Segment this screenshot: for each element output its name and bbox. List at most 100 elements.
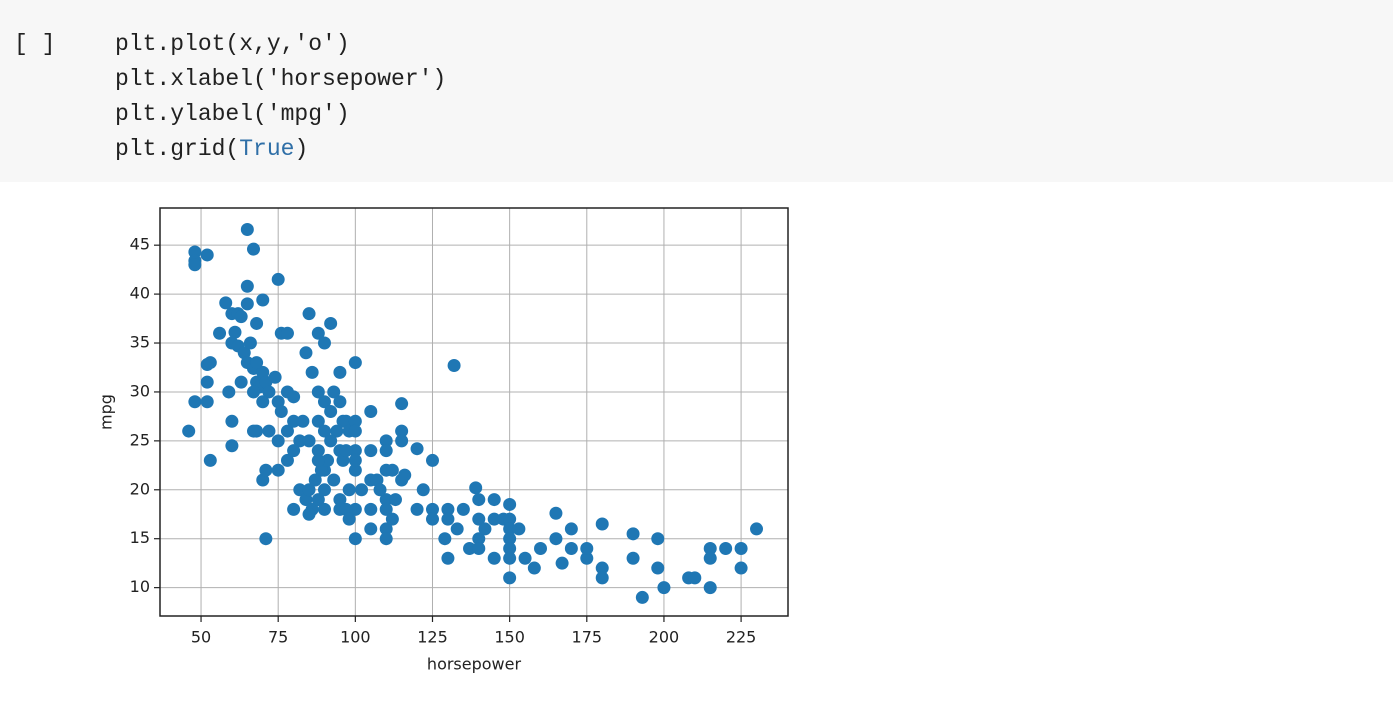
point: [441, 502, 455, 516]
point: [364, 522, 378, 536]
point: [348, 424, 362, 438]
point: [339, 414, 353, 428]
point: [456, 502, 470, 516]
point: [478, 522, 492, 536]
point: [379, 444, 393, 458]
point: [379, 434, 393, 448]
point: [503, 497, 517, 511]
point: [327, 473, 341, 487]
code-line: plt.plot(x,y,'o'): [115, 31, 350, 57]
code-token: plt.xlabel('horsepower'): [115, 66, 446, 92]
point: [240, 279, 254, 293]
point: [271, 434, 285, 448]
point: [324, 434, 338, 448]
point: [750, 522, 764, 536]
point: [657, 581, 671, 595]
point: [472, 512, 486, 526]
point: [333, 365, 347, 379]
point: [228, 325, 242, 339]
point: [299, 493, 313, 507]
point: [182, 424, 196, 438]
point: [549, 532, 563, 546]
point: [447, 359, 461, 373]
point: [719, 541, 733, 555]
point: [280, 424, 294, 438]
code-line: plt.grid(True): [115, 136, 308, 162]
x-tick-label: 225: [726, 628, 757, 647]
point: [302, 507, 316, 521]
point: [580, 541, 594, 555]
point: [651, 561, 665, 575]
point: [203, 356, 217, 370]
point: [518, 551, 532, 565]
point: [259, 532, 273, 546]
x-tick-label: 200: [649, 628, 680, 647]
point: [503, 532, 517, 546]
point: [425, 453, 439, 467]
point: [321, 453, 335, 467]
point: [287, 390, 301, 404]
code-cell: [0, 0, 1393, 182]
point: [503, 512, 517, 526]
point: [200, 375, 214, 389]
point: [247, 385, 261, 399]
point: [256, 365, 270, 379]
point: [703, 581, 717, 595]
point: [271, 463, 285, 477]
point: [339, 502, 353, 516]
point: [395, 397, 409, 411]
point: [651, 532, 665, 546]
point: [348, 532, 362, 546]
point: [450, 522, 464, 536]
point: [379, 532, 393, 546]
point: [293, 434, 307, 448]
point: [469, 481, 483, 495]
point: [317, 483, 331, 497]
point: [311, 385, 325, 399]
point: [203, 453, 217, 467]
point: [317, 424, 331, 438]
point: [410, 502, 424, 516]
code-token: plt.plot(x,y,'o'): [115, 31, 350, 57]
x-tick-label: 50: [191, 628, 211, 647]
point: [262, 385, 276, 399]
point: [308, 473, 322, 487]
point: [247, 242, 261, 256]
point: [487, 512, 501, 526]
y-tick-label: 10: [130, 577, 150, 596]
point: [188, 258, 202, 272]
code-line: plt.ylabel('mpg'): [115, 101, 350, 127]
point: [472, 532, 486, 546]
point: [256, 293, 270, 307]
point: [302, 483, 316, 497]
point: [595, 517, 609, 531]
point: [487, 551, 501, 565]
plot-area: [160, 208, 788, 616]
point: [348, 356, 362, 370]
point: [268, 370, 282, 384]
point: [311, 453, 325, 467]
point: [385, 463, 399, 477]
point: [580, 551, 594, 565]
point: [688, 571, 702, 585]
point: [327, 385, 341, 399]
point: [287, 502, 301, 516]
point: [534, 541, 548, 555]
point: [222, 385, 236, 399]
point: [280, 326, 294, 340]
y-tick-label: 20: [130, 479, 150, 498]
point: [324, 405, 338, 419]
point: [250, 316, 264, 330]
point: [416, 483, 430, 497]
point: [302, 307, 316, 321]
code-token: ): [294, 136, 308, 162]
cell-prompt[interactable]: [ ]: [14, 31, 55, 57]
point: [213, 326, 227, 340]
point: [626, 527, 640, 541]
point: [527, 561, 541, 575]
point: [595, 571, 609, 585]
point: [256, 473, 270, 487]
point: [564, 522, 578, 536]
